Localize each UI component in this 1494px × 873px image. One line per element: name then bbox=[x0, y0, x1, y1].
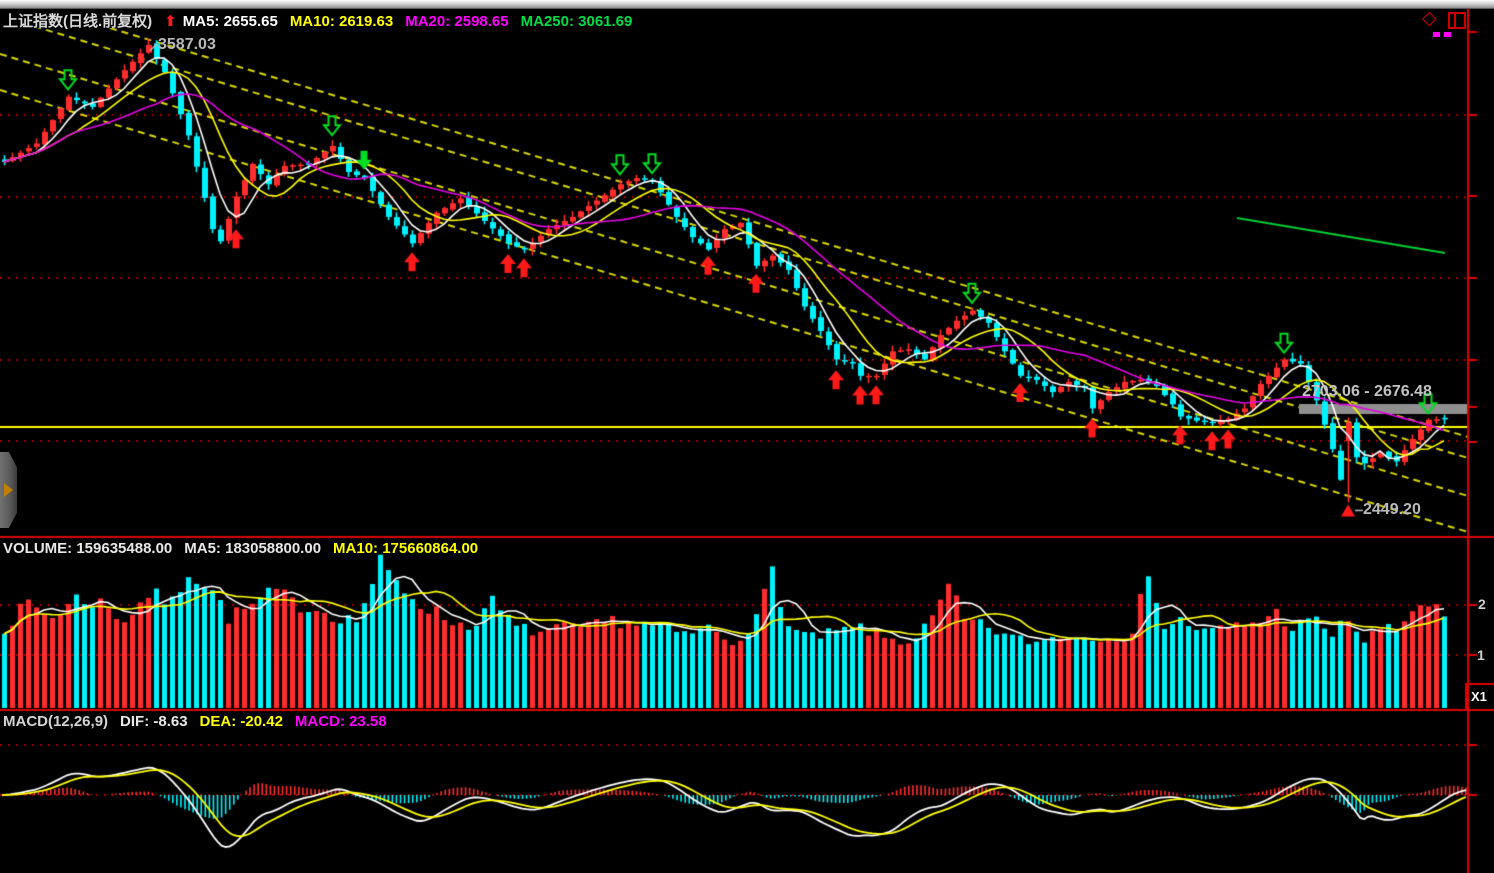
sidebar-expand-tab[interactable] bbox=[0, 452, 17, 528]
volume-multiplier-label: X1 bbox=[1471, 689, 1487, 704]
volume-readout: VOLUME: 159635488.00 bbox=[3, 540, 173, 557]
up-arrow-icon: ⬆ bbox=[164, 13, 177, 30]
volume-ma5-readout: MA5: 183058800.00 bbox=[184, 540, 322, 557]
macd-header: MACD(12,26,9) DIF: -8.63 DEA: -20.42 MACD: … bbox=[3, 713, 399, 730]
gap-range-label: 2703.06 - 2676.48 bbox=[1302, 383, 1432, 400]
window-top-edge bbox=[0, 0, 1494, 9]
magenta-indicator-dot bbox=[1433, 32, 1440, 37]
volume-header: VOLUME: 159635488.00 MA5: 183058800.00 MA1… bbox=[3, 540, 490, 557]
macd-params: MACD(12,26,9) bbox=[3, 713, 109, 730]
ma20-readout: MA20: 2598.65 bbox=[405, 13, 509, 30]
high-price-label: 3587.03 bbox=[158, 36, 216, 53]
low-price-label: 2449.20 bbox=[1363, 501, 1421, 518]
macd-readout: MACD: 23.58 bbox=[294, 713, 387, 730]
volume-ma10-readout: MA10: 175660864.00 bbox=[333, 540, 479, 557]
ma10-readout: MA10: 2619.63 bbox=[289, 13, 394, 30]
instrument-title: 上证指数(日线.前复权) bbox=[3, 13, 153, 30]
ma5-readout: MA5: 2655.65 bbox=[182, 13, 278, 30]
ma250-readout: MA250: 3061.69 bbox=[520, 13, 633, 30]
dif-readout: DIF: -8.63 bbox=[120, 713, 188, 730]
chart-toolbar: ◇ bbox=[1422, 9, 1482, 39]
main-chart-header: 上证指数(日线.前复权) ⬆ MA5: 2655.65 MA10: 2619.63 MA… bbox=[3, 10, 644, 31]
volume-axis-tick-lower: 1 bbox=[1477, 647, 1485, 663]
magenta-indicator-dot bbox=[1444, 32, 1451, 37]
dea-readout: DEA: -20.42 bbox=[199, 713, 283, 730]
expand-arrow-icon bbox=[4, 483, 13, 497]
diamond-tool-icon[interactable]: ◇ bbox=[1422, 8, 1437, 29]
volume-axis-tick-upper: 2 bbox=[1478, 596, 1486, 612]
split-pane-icon[interactable] bbox=[1448, 12, 1466, 29]
